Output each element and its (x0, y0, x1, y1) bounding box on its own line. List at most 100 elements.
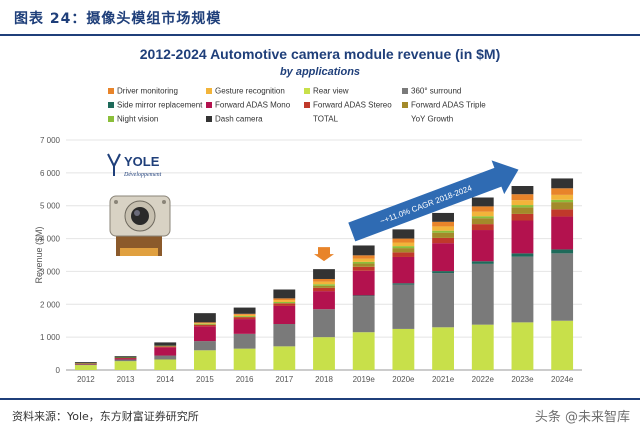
bar-segment (392, 252, 415, 257)
chart-plot: 0 1 000 2 000 3 000 4 000 5 000 6 000 7 000 Reve… (34, 136, 582, 384)
bar-segment (114, 359, 137, 362)
y-tick-label: 6 000 (40, 169, 61, 178)
bar-segment (194, 324, 216, 327)
bar-segment (551, 194, 574, 200)
bar-segment (432, 327, 454, 370)
legend-swatch (108, 115, 114, 122)
legend-swatch (304, 101, 310, 108)
bar-segment (352, 263, 375, 267)
bar-segment (392, 284, 415, 329)
bar-segment (233, 313, 256, 315)
bar-segment (313, 309, 335, 338)
bar-segment (352, 332, 375, 370)
bar-segment (233, 319, 256, 334)
x-tick-label: 2020e (392, 375, 415, 384)
bar-segment (313, 291, 335, 310)
bar-segment (273, 300, 296, 302)
bar-segment (352, 270, 375, 296)
legend-item: Forward ADAS Stereo (304, 100, 392, 112)
bar-segment (432, 232, 454, 238)
bar-segment (432, 237, 454, 244)
legend-label: TOTAL (313, 114, 339, 124)
bar-segment (154, 347, 177, 356)
bar-segment (74, 362, 97, 364)
bar-segment (194, 350, 216, 370)
chart-legend: Driver monitoring Gesture recognition Rear… (108, 86, 538, 130)
legend-swatch (108, 101, 114, 108)
bar-segment (551, 202, 574, 210)
legend-item: Rear view (304, 86, 349, 98)
bar-segment (154, 355, 177, 360)
bar-segment (114, 357, 137, 359)
x-tick-label: 2019e (353, 375, 376, 384)
bar-segment (273, 298, 296, 301)
page-footer: 资料来源：Yole，东方财富证券研究所 头条 @未来智库 (0, 398, 640, 434)
bar-segment (352, 261, 375, 264)
legend-label: Driver monitoring (117, 86, 178, 96)
bar-segment (392, 238, 415, 243)
yole-logo: YOLE Développement (107, 153, 162, 178)
legend-item: Forward ADAS Mono (206, 100, 290, 112)
legend-label: Dash camera (215, 114, 263, 124)
legend-label: Forward ADAS Triple (411, 100, 486, 110)
bar-segment (471, 261, 494, 264)
bar-segment (74, 363, 97, 364)
bar-segment (154, 345, 177, 347)
legend-label: 360° surround (411, 86, 462, 96)
bar-segment (432, 230, 454, 233)
bar-segment (352, 255, 375, 259)
yole-logo-tagline: Développement (123, 172, 162, 178)
bar-segment (511, 205, 534, 208)
bar-segment (392, 242, 415, 247)
x-tick-label: 2012 (77, 375, 95, 384)
yole-logo-text: YOLE (124, 154, 160, 169)
camera-module-illustration (109, 195, 171, 256)
bar-segment (471, 263, 494, 325)
legend-swatch (402, 87, 408, 94)
legend-item: Forward ADAS Triple (402, 100, 486, 112)
legend-item: 360° surround (402, 86, 461, 98)
bar-segment (313, 337, 335, 370)
bar-segment (273, 305, 296, 324)
y-tick-label: 4 000 (40, 235, 61, 244)
legend-item: TOTAL (304, 114, 338, 126)
legend-label: Forward ADAS Mono (215, 100, 291, 110)
bar-segment (352, 245, 375, 256)
bar-segment (471, 211, 494, 217)
bar-segment (511, 220, 534, 254)
bar-segment (352, 266, 375, 271)
legend-item: YoY Growth (402, 114, 453, 126)
bar-segment (154, 346, 177, 348)
bar-segment (313, 284, 335, 286)
bar-segment (551, 320, 574, 370)
legend-label: Rear view (313, 86, 349, 96)
bar-segment (194, 322, 216, 324)
x-tick-label: 2022e (472, 375, 495, 384)
bar-segment (511, 256, 534, 323)
x-tick-label: 2014 (156, 375, 174, 384)
bar-segment (471, 324, 494, 370)
y-tick-label: 7 000 (40, 136, 61, 145)
bar-segment (432, 243, 454, 272)
bar-segment (74, 363, 97, 364)
x-tick-label: 2023e (511, 375, 534, 384)
page-header: 图表 24：摄像头模组市场规模 (0, 0, 640, 36)
legend-swatch (304, 87, 310, 94)
bar-segment (352, 295, 375, 297)
y-tick-label: 1 000 (40, 333, 61, 342)
bar-segment (233, 314, 256, 317)
legend-label: YoY Growth (411, 114, 454, 124)
legend-label: Forward ADAS Stereo (313, 100, 392, 110)
bar-segment (511, 207, 534, 214)
chart-title: 2012-2024 Automotive camera module reven… (139, 46, 501, 62)
bar-segment (313, 278, 335, 282)
bar-segment (551, 253, 574, 321)
bar-segment (392, 248, 415, 253)
bar-segment (194, 326, 216, 342)
bar-segment (392, 283, 415, 285)
source-note: 资料来源：Yole，东方财富证券研究所 (12, 410, 199, 423)
bar-segment (273, 303, 296, 306)
legend-swatch (206, 87, 212, 94)
bar-segment (392, 229, 415, 239)
bar-segment (471, 218, 494, 225)
